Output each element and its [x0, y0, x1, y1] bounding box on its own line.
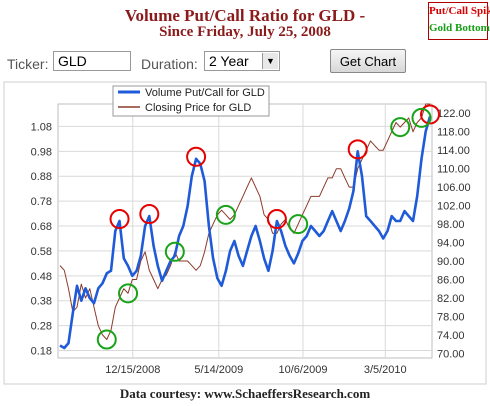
y-right-tick-label: 82.00: [437, 293, 465, 305]
duration-value: 2 Year: [209, 53, 249, 69]
y-right-tick-label: 70.00: [437, 348, 465, 360]
y-right-tick-label: 110.00: [437, 164, 470, 176]
y-right-tick-label: 102.00: [437, 201, 471, 213]
duration-label: Duration:: [141, 56, 198, 72]
y-left-tick-label: 0.68: [31, 221, 52, 233]
ticker-label: Ticker:: [7, 56, 49, 72]
y-left-tick-label: 0.38: [31, 296, 52, 308]
bottom-circle: [164, 241, 185, 262]
y-left-tick-label: 0.58: [31, 246, 52, 258]
y-right-tick-label: 114.00: [437, 145, 470, 157]
spike-circle: [420, 104, 440, 125]
y-right-tick-label: 74.00: [437, 330, 465, 342]
y-left-tick-label: 1.08: [31, 121, 52, 133]
y-left-tick-label: 0.88: [31, 171, 52, 183]
y-left-tick-label: 0.48: [31, 271, 52, 283]
spike-circle: [109, 209, 130, 230]
put-call-line: [59, 116, 432, 350]
closing-price-line: [59, 103, 430, 340]
y-left-tick-label: 0.78: [31, 196, 52, 208]
data-courtesy: Data courtesy: www.SchaeffersResearch.co…: [119, 386, 371, 401]
spike-circle: [139, 204, 160, 225]
legend-label-put-call: Volume Put/Call for GLD: [145, 87, 265, 99]
get-chart-button[interactable]: Get Chart: [330, 49, 406, 73]
chevron-down-icon[interactable]: ▼: [262, 53, 278, 69]
spike-circle: [347, 139, 368, 160]
y-right-tick-label: 98.00: [437, 219, 465, 231]
y-right-tick-label: 106.00: [437, 182, 471, 194]
y-left-tick-label: 0.18: [31, 346, 52, 358]
y-right-tick-label: 78.00: [437, 311, 465, 323]
spike-circle: [266, 209, 287, 230]
y-right-tick-label: 86.00: [437, 274, 465, 286]
annotation-legend: Put/Call Spike Gold Bottom: [428, 2, 490, 40]
x-tick-label: 5/14/2009: [194, 364, 243, 376]
y-right-tick-label: 90.00: [437, 256, 465, 268]
chart-subtitle: Since Friday, July 25, 2008: [159, 24, 331, 40]
y-right-tick-label: 118.00: [437, 127, 470, 139]
x-tick-label: 3/5/2010: [364, 364, 407, 376]
y-left-tick-label: 0.98: [31, 146, 52, 158]
bottom-circle: [118, 283, 139, 304]
legend-label-closing: Closing Price for GLD: [145, 102, 251, 114]
gold-bottom-label: Gold Bottom: [429, 22, 490, 34]
x-tick-label: 12/15/2008: [105, 364, 160, 376]
duration-select[interactable]: 2 Year ▼: [204, 51, 280, 71]
bottom-circle: [390, 117, 411, 138]
x-tick-label: 10/6/2009: [279, 364, 328, 376]
put-call-spike-label: Put/Call Spike: [429, 5, 490, 17]
bottom-circle: [215, 204, 236, 225]
y-right-tick-label: 122.00: [437, 108, 471, 120]
ticker-input[interactable]: [53, 51, 131, 71]
bottom-circle: [288, 214, 309, 235]
chart-title: Volume Put/Call Ratio for GLD -: [124, 6, 366, 25]
y-left-tick-label: 0.28: [31, 321, 52, 333]
bottom-circle: [411, 107, 432, 128]
spike-circle: [186, 146, 207, 167]
chart-frame: [3, 81, 487, 385]
bottom-circle: [96, 329, 117, 350]
y-right-tick-label: 94.00: [437, 238, 465, 250]
